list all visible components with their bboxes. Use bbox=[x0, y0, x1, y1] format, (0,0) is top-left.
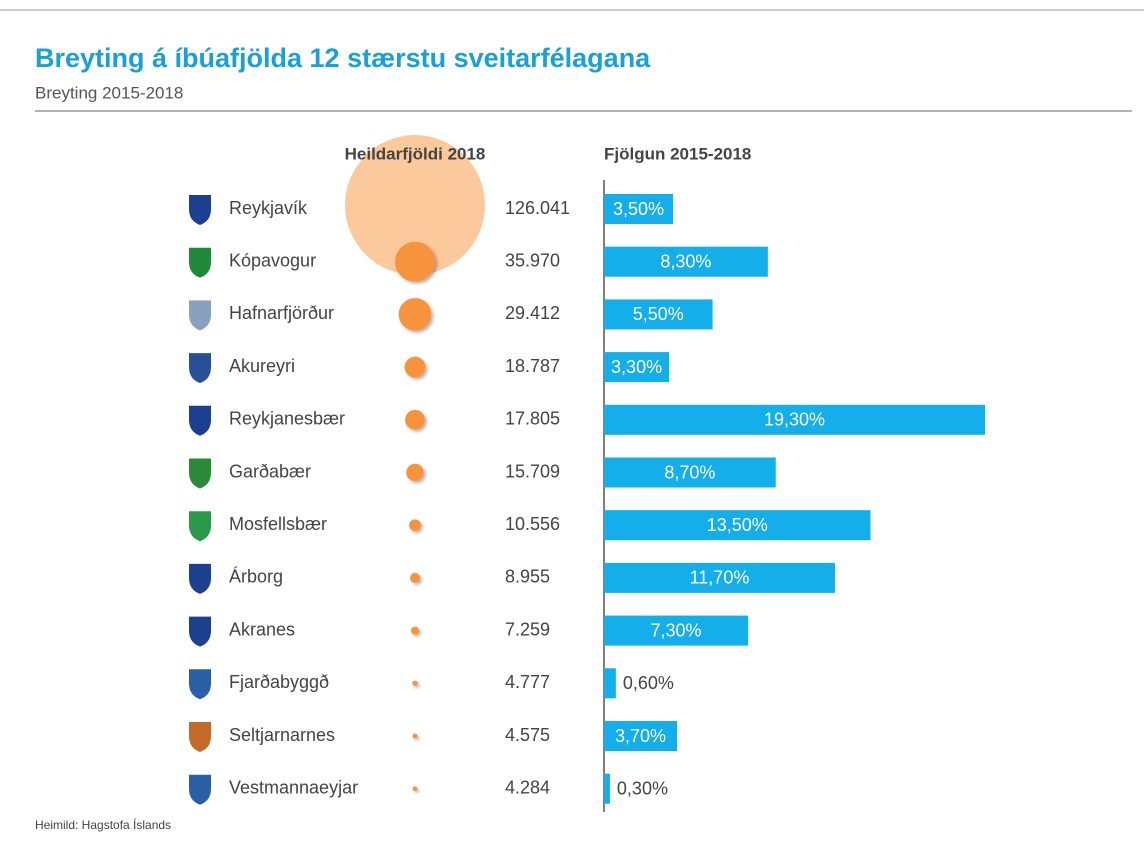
value-label: 10.556 bbox=[505, 514, 560, 534]
municipality-icon bbox=[189, 353, 211, 384]
bubble bbox=[405, 409, 425, 430]
value-label: 13,50% bbox=[707, 515, 768, 535]
value-label: 3,30% bbox=[611, 357, 662, 377]
category-label: Vestmannaeyjar bbox=[229, 777, 358, 797]
bar bbox=[604, 299, 713, 330]
municipality-icon bbox=[189, 616, 211, 647]
municipality-icon bbox=[189, 669, 211, 700]
value-label: 5,50% bbox=[633, 304, 684, 324]
municipality-icon bbox=[189, 774, 211, 805]
bubble bbox=[412, 733, 418, 739]
column-header: Fjölgun 2015-2018 bbox=[604, 144, 751, 163]
category-label: Akureyri bbox=[229, 356, 295, 376]
bubble-layer bbox=[345, 135, 485, 792]
municipality-icon bbox=[189, 195, 211, 225]
category-label: Hafnarfjörður bbox=[229, 303, 334, 323]
bar bbox=[604, 721, 678, 751]
municipality-icon bbox=[189, 405, 211, 436]
bubble bbox=[404, 356, 426, 378]
bar bbox=[604, 404, 985, 435]
bubble bbox=[410, 626, 420, 635]
bubble bbox=[395, 241, 435, 282]
bar bbox=[604, 615, 749, 646]
value-label: 4.777 bbox=[505, 672, 550, 692]
value-label: 8.955 bbox=[505, 567, 550, 587]
value-label: 0,30% bbox=[617, 778, 668, 798]
category-label: Árborg bbox=[229, 567, 283, 587]
bubble bbox=[406, 463, 424, 482]
municipality-icon bbox=[189, 247, 211, 278]
category-label: Mosfellsbær bbox=[229, 514, 327, 534]
bubble bbox=[412, 786, 418, 792]
category-label: Garðabær bbox=[229, 461, 311, 481]
value-label: 29.412 bbox=[505, 303, 560, 323]
value-label: 17.805 bbox=[505, 409, 560, 429]
bubble bbox=[409, 519, 421, 532]
municipality-icon bbox=[189, 458, 211, 489]
chart-subtitle: Breyting 2015-2018 bbox=[35, 83, 183, 102]
value-label: 15.709 bbox=[505, 461, 560, 481]
bubble bbox=[398, 298, 432, 331]
bar bbox=[604, 457, 776, 488]
municipality-icon bbox=[189, 722, 211, 752]
value-label: 7.259 bbox=[505, 619, 550, 639]
category-label: Kópavogur bbox=[229, 250, 316, 270]
category-label: Seltjarnarnes bbox=[229, 725, 335, 745]
value-label: 19,30% bbox=[764, 410, 825, 430]
value-label: 126.041 bbox=[505, 198, 570, 218]
value-label: 18.787 bbox=[505, 356, 560, 376]
bubble bbox=[410, 572, 420, 583]
bar bbox=[604, 510, 871, 541]
value-label: 8,30% bbox=[660, 251, 711, 271]
column-header: Heildarfjöldi 2018 bbox=[345, 144, 486, 163]
chart-title: Breyting á íbúafjölda 12 stærstu sveitar… bbox=[35, 43, 651, 73]
value-label: 4.284 bbox=[505, 777, 550, 797]
bar bbox=[604, 246, 768, 277]
bar bbox=[604, 352, 670, 383]
bubble bbox=[345, 135, 485, 275]
bar bbox=[604, 194, 674, 224]
category-label: Reykjanesbær bbox=[229, 409, 345, 429]
value-label: 11,70% bbox=[690, 568, 750, 588]
bar bbox=[604, 773, 610, 804]
municipality-icon bbox=[189, 511, 211, 542]
bubble bbox=[412, 680, 418, 686]
category-label: Akranes bbox=[229, 619, 295, 639]
value-label: 3,50% bbox=[613, 199, 664, 219]
category-label: Fjarðabyggð bbox=[229, 672, 329, 692]
bar bbox=[604, 668, 616, 699]
value-label: 0,60% bbox=[623, 673, 674, 693]
value-label: 8,70% bbox=[664, 462, 715, 482]
value-label: 3,70% bbox=[615, 726, 666, 746]
value-label: 7,30% bbox=[651, 620, 702, 640]
source: Heimild: Hagstofa Íslands bbox=[35, 817, 171, 832]
value-label: 35.970 bbox=[505, 250, 560, 270]
bar bbox=[604, 562, 835, 593]
municipality-icon bbox=[189, 300, 211, 331]
value-label: 4.575 bbox=[505, 725, 550, 745]
category-label: Reykjavík bbox=[229, 198, 308, 218]
municipality-icon bbox=[189, 563, 211, 594]
